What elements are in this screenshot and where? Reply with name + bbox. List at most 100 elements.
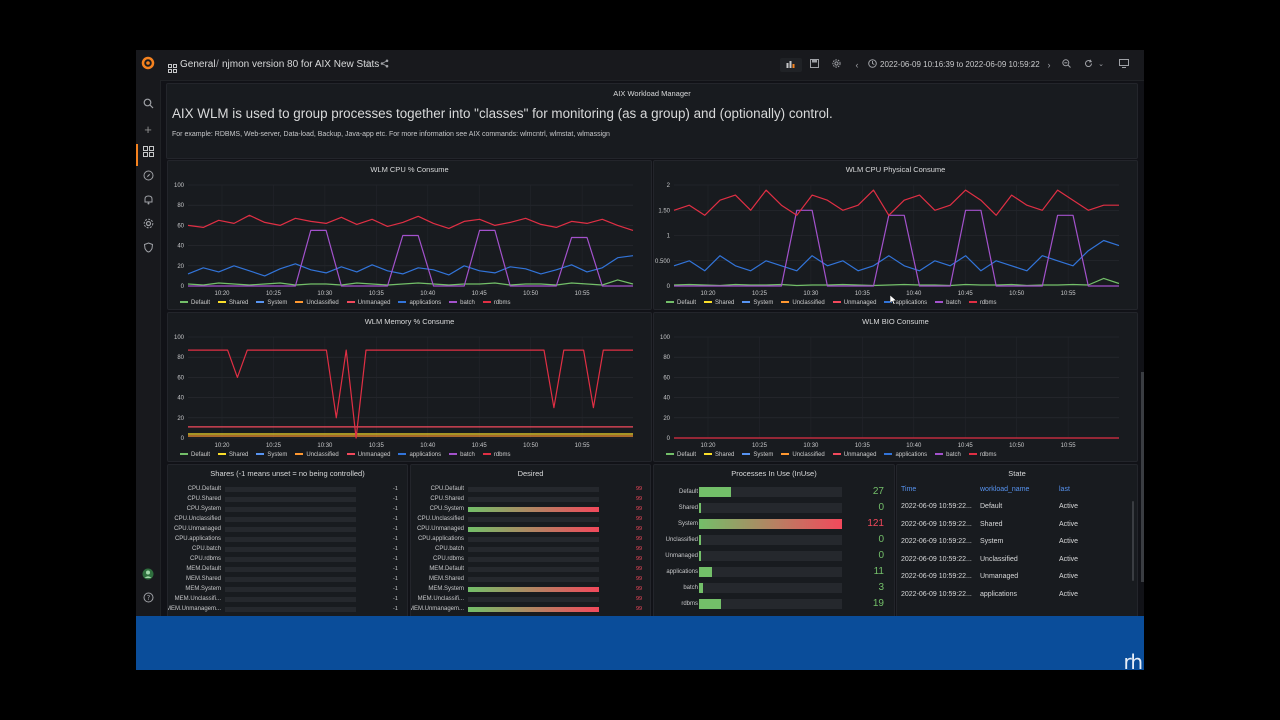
gauge-value: -1	[393, 496, 398, 502]
legend-item-unclassified[interactable]: Unclassified	[295, 300, 339, 306]
server-admin-shield-icon[interactable]	[140, 242, 156, 258]
refresh-interval-chevron-icon[interactable]: ⌄	[1098, 61, 1104, 68]
legend-item-system[interactable]: System	[256, 452, 287, 458]
table-row[interactable]: 2022-06-09 10:59:22... Unmanaged Active	[897, 569, 1137, 587]
gauge-track	[225, 597, 356, 602]
wlm-bio-panel[interactable]: WLM BIO Consume 0 20 40 60 80 100 10:20 10:25 10…	[653, 312, 1138, 462]
legend-item-unmanaged[interactable]: Unmanaged	[832, 452, 876, 458]
chevron-down-icon[interactable]: ⌄	[1030, 61, 1036, 68]
help-icon[interactable]: ?	[140, 592, 156, 608]
time-shift-forward-icon[interactable]: ›	[1047, 60, 1051, 70]
column-header-time[interactable]: Time	[901, 486, 917, 493]
x-tick-label: 10:45	[472, 443, 488, 449]
desired-panel[interactable]: Desired CPU.Default 99 CPU.Shared 99 CPU.Sys…	[410, 464, 651, 616]
state-table-panel[interactable]: State Time workload_name last 2022-06-09…	[896, 464, 1138, 616]
legend-item-default[interactable]: Default	[180, 452, 210, 458]
legend-item-shared[interactable]: Shared	[218, 452, 248, 458]
inuse-row: Shared 0	[654, 501, 894, 517]
tv-mode-icon[interactable]	[1116, 58, 1132, 72]
grafana-logo-icon[interactable]	[140, 56, 156, 72]
create-plus-icon[interactable]: +	[144, 122, 152, 137]
search-icon[interactable]	[140, 98, 156, 114]
legend-item-batch[interactable]: batch	[935, 452, 961, 458]
legend-item-shared[interactable]: Shared	[704, 300, 734, 306]
dashboards-icon[interactable]	[140, 146, 156, 162]
refresh-icon[interactable]	[1080, 58, 1096, 72]
legend-item-applications[interactable]: applications	[398, 452, 441, 458]
wlm-cpu-physical-panel[interactable]: WLM CPU Physical Consume 0 0.500 1 1.50 2 10:…	[653, 160, 1138, 310]
share-icon[interactable]	[378, 58, 390, 72]
gauge-row: MEM.System 99	[411, 585, 650, 595]
legend-item-unmanaged[interactable]: Unmanaged	[346, 300, 390, 306]
legend-item-rdbms[interactable]: rdbms	[968, 452, 997, 458]
explore-compass-icon[interactable]	[140, 170, 156, 186]
panel-title: Shares (-1 means unset = no being contro…	[210, 469, 365, 478]
panel-title: Desired	[517, 469, 544, 478]
time-shift-back-icon[interactable]: ‹	[855, 60, 859, 70]
table-row[interactable]: 2022-06-09 10:59:22... System Active	[897, 534, 1137, 552]
gauge-row: MEM.Shared 99	[411, 575, 650, 585]
settings-gear-icon[interactable]	[828, 58, 844, 72]
gauge-fill	[468, 507, 599, 512]
column-header-workload-name[interactable]: workload_name	[980, 486, 1030, 493]
x-tick-label: 10:35	[369, 443, 385, 449]
gauge-label: MEM.Unmanagem...	[167, 606, 221, 612]
legend-label: batch	[460, 300, 475, 306]
legend-item-system[interactable]: System	[742, 300, 773, 306]
legend-item-unmanaged[interactable]: Unmanaged	[832, 300, 876, 306]
legend-swatch	[884, 301, 893, 304]
legend-item-unmanaged[interactable]: Unmanaged	[346, 452, 390, 458]
legend-item-unclassified[interactable]: Unclassified	[295, 452, 339, 458]
legend-item-unclassified[interactable]: Unclassified	[781, 300, 825, 306]
breadcrumb-folder[interactable]: General	[180, 59, 216, 70]
table-cell: 2022-06-09 10:59:22...	[901, 503, 972, 510]
legend-item-applications[interactable]: applications	[884, 452, 927, 458]
user-avatar-icon[interactable]	[140, 568, 156, 584]
wlm-cpu-pct-panel[interactable]: WLM CPU % Consume 0 20 40 60 80 100 10:20 10:25…	[167, 160, 652, 310]
breadcrumb-dashboard-title[interactable]: njmon version 80 for AIX New Stats	[222, 59, 380, 70]
zoom-out-icon[interactable]	[1058, 58, 1074, 72]
gauge-track	[468, 537, 599, 542]
inuse-value: 0	[878, 550, 884, 561]
save-dashboard-icon[interactable]	[806, 58, 822, 72]
table-row[interactable]: 2022-06-09 10:59:22... Default Active	[897, 499, 1137, 517]
legend-item-batch[interactable]: batch	[449, 452, 475, 458]
legend-item-batch[interactable]: batch	[935, 300, 961, 306]
legend-swatch	[742, 301, 751, 304]
legend-swatch	[449, 453, 458, 456]
configuration-gear-icon[interactable]	[140, 218, 156, 234]
legend-item-system[interactable]: System	[256, 300, 287, 306]
wlm-memory-pct-panel[interactable]: WLM Memory % Consume 0 20 40 60 80 100 10:20 10…	[167, 312, 652, 462]
alerting-bell-icon[interactable]	[140, 194, 156, 210]
legend-item-default[interactable]: Default	[180, 300, 210, 306]
legend-label: Unclassified	[792, 452, 825, 458]
inuse-label: Default	[678, 489, 698, 495]
table-row[interactable]: 2022-06-09 10:59:22... Shared Active	[897, 517, 1137, 535]
star-icon[interactable]: ☆	[363, 59, 373, 70]
legend-item-shared[interactable]: Shared	[704, 452, 734, 458]
page-scrollbar[interactable]	[1141, 372, 1144, 582]
x-tick-label: 10:25	[266, 291, 282, 297]
table-row[interactable]: 2022-06-09 10:59:22... Unclassified Active	[897, 552, 1137, 570]
legend-item-unclassified[interactable]: Unclassified	[781, 452, 825, 458]
processes-inuse-panel[interactable]: Processes In Use (InUse) Default 27 Shared…	[653, 464, 895, 616]
legend-item-applications[interactable]: applications	[884, 300, 927, 306]
legend-item-shared[interactable]: Shared	[218, 300, 248, 306]
time-range-picker[interactable]: 2022-06-09 10:16:39 to 2022-06-09 10:59:…	[880, 60, 1040, 69]
gauge-label: CPU.batch	[191, 546, 221, 552]
legend-item-default[interactable]: Default	[666, 452, 696, 458]
legend-swatch	[781, 453, 790, 456]
legend-item-batch[interactable]: batch	[449, 300, 475, 306]
legend-item-default[interactable]: Default	[666, 300, 696, 306]
x-tick-label: 10:35	[855, 443, 871, 449]
legend-item-system[interactable]: System	[742, 452, 773, 458]
column-header-last[interactable]: last	[1059, 486, 1070, 493]
shares-panel[interactable]: Shares (-1 means unset = no being contro…	[167, 464, 408, 616]
add-panel-icon[interactable]	[780, 58, 802, 72]
table-row[interactable]: 2022-06-09 10:59:22... applications Active	[897, 587, 1137, 605]
legend-item-rdbms[interactable]: rdbms	[968, 300, 997, 306]
legend-item-rdbms[interactable]: rdbms	[482, 452, 511, 458]
table-scrollbar[interactable]	[1132, 501, 1134, 581]
legend-item-applications[interactable]: applications	[398, 300, 441, 306]
legend-item-rdbms[interactable]: rdbms	[482, 300, 511, 306]
